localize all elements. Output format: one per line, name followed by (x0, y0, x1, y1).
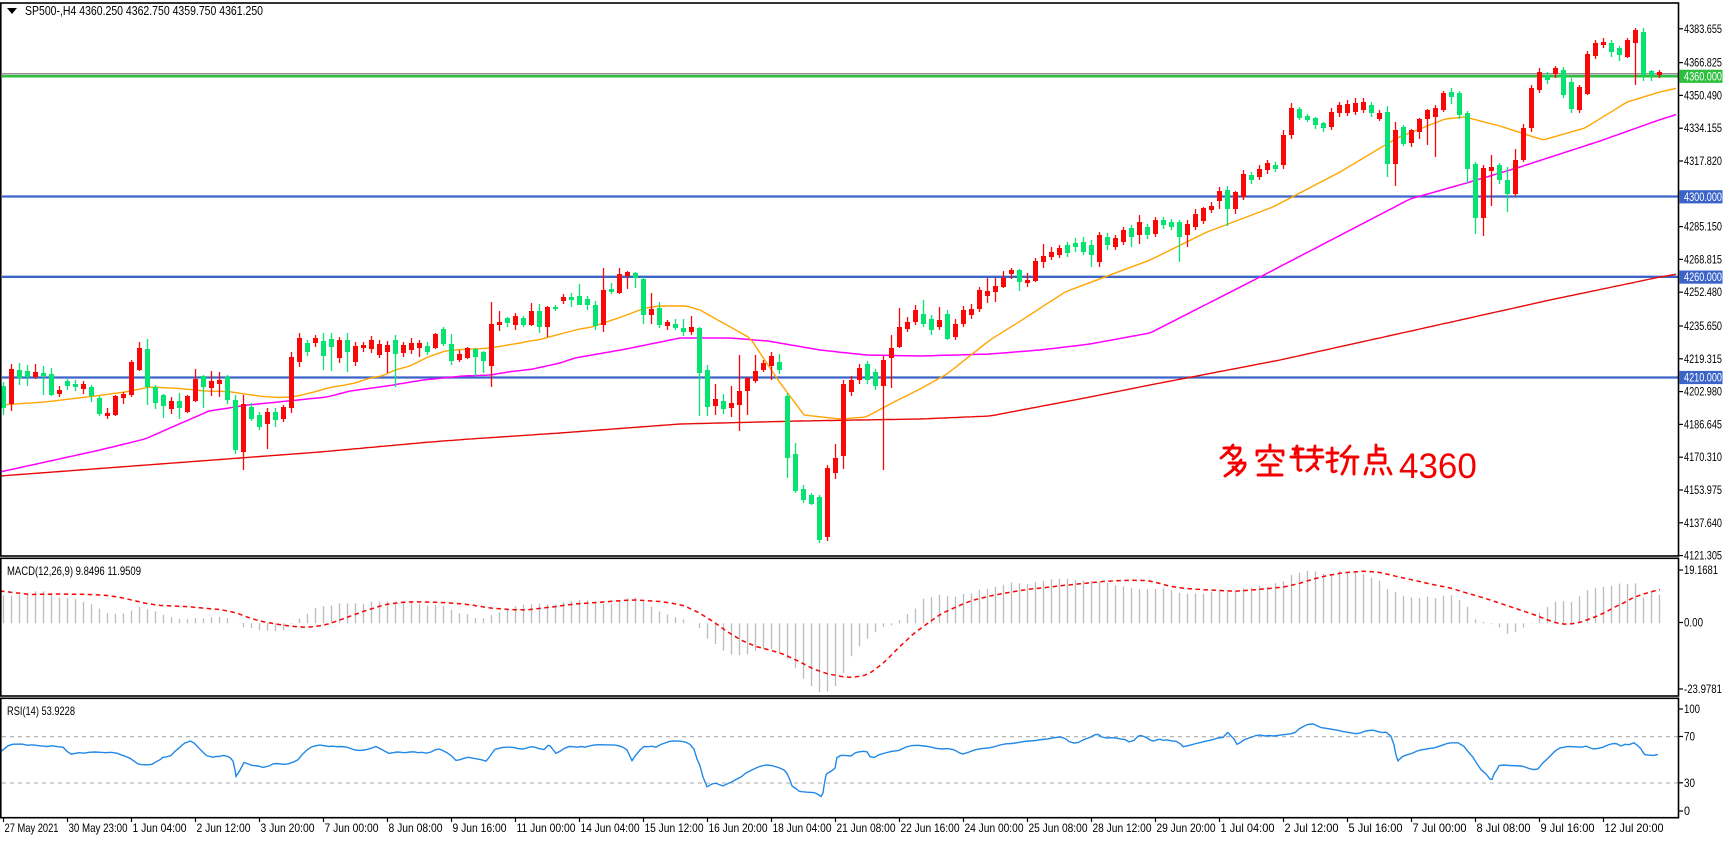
svg-text:1 Jun 04:00: 1 Jun 04:00 (133, 821, 187, 835)
svg-text:100: 100 (1684, 704, 1700, 716)
svg-text:70: 70 (1684, 732, 1695, 744)
svg-text:2 Jun 12:00: 2 Jun 12:00 (197, 821, 251, 835)
svg-text:4360: 4360 (1399, 447, 1477, 486)
svg-text:9 Jun 16:00: 9 Jun 16:00 (453, 821, 507, 835)
svg-text:9 Jul 16:00: 9 Jul 16:00 (1541, 821, 1595, 835)
svg-text:15 Jun 12:00: 15 Jun 12:00 (645, 821, 704, 835)
svg-text:0: 0 (1684, 806, 1690, 818)
svg-text:4317.820: 4317.820 (1684, 156, 1722, 168)
svg-text:2 Jul 12:00: 2 Jul 12:00 (1285, 821, 1339, 835)
svg-text:30: 30 (1684, 778, 1695, 790)
svg-text:0.00: 0.00 (1684, 618, 1703, 630)
svg-text:4334.155: 4334.155 (1684, 123, 1722, 135)
svg-text:4252.480: 4252.480 (1684, 287, 1722, 299)
svg-text:7 Jun 00:00: 7 Jun 00:00 (325, 821, 379, 835)
svg-text:SP500-,H4 4360.250 4362.750 4: SP500-,H4 4360.250 4362.750 4359.750 436… (25, 4, 263, 18)
svg-text:29 Jun 20:00: 29 Jun 20:00 (1157, 821, 1216, 835)
svg-text:4285.150: 4285.150 (1684, 222, 1722, 234)
svg-text:4121.305: 4121.305 (1684, 551, 1722, 563)
svg-text:21 Jun 08:00: 21 Jun 08:00 (837, 821, 896, 835)
svg-text:4137.640: 4137.640 (1684, 518, 1722, 530)
svg-text:4360.000: 4360.000 (1684, 71, 1722, 83)
svg-text:-23.9781: -23.9781 (1684, 684, 1722, 696)
svg-text:27 May 2021: 27 May 2021 (5, 821, 59, 835)
svg-text:14 Jun 04:00: 14 Jun 04:00 (581, 821, 640, 835)
svg-text:5 Jul 16:00: 5 Jul 16:00 (1349, 821, 1403, 835)
svg-text:4170.310: 4170.310 (1684, 452, 1722, 464)
svg-text:7 Jul 00:00: 7 Jul 00:00 (1413, 821, 1467, 835)
svg-text:MACD(12,26,9) 9.8496 11.9509: MACD(12,26,9) 9.8496 11.9509 (7, 564, 141, 578)
svg-text:24 Jun 00:00: 24 Jun 00:00 (965, 821, 1024, 835)
svg-text:4268.815: 4268.815 (1684, 254, 1722, 266)
svg-text:25 Jun 08:00: 25 Jun 08:00 (1029, 821, 1088, 835)
svg-text:4235.650: 4235.650 (1684, 321, 1722, 333)
svg-text:4383.655: 4383.655 (1684, 24, 1722, 36)
svg-text:4260.000: 4260.000 (1684, 272, 1722, 284)
svg-text:4210.000: 4210.000 (1684, 373, 1722, 385)
svg-text:4350.490: 4350.490 (1684, 90, 1722, 102)
svg-text:4366.825: 4366.825 (1684, 58, 1722, 70)
svg-text:4153.975: 4153.975 (1684, 485, 1722, 497)
svg-text:1 Jul 04:00: 1 Jul 04:00 (1221, 821, 1275, 835)
svg-text:19.1681: 19.1681 (1684, 565, 1718, 577)
svg-text:18 Jun 04:00: 18 Jun 04:00 (773, 821, 832, 835)
svg-text:8 Jul 08:00: 8 Jul 08:00 (1477, 821, 1531, 835)
svg-text:11 Jun 00:00: 11 Jun 00:00 (517, 821, 576, 835)
svg-text:30 May 23:00: 30 May 23:00 (69, 821, 128, 835)
svg-text:22 Jun 16:00: 22 Jun 16:00 (901, 821, 960, 835)
svg-text:RSI(14) 53.9228: RSI(14) 53.9228 (7, 704, 75, 718)
svg-text:12 Jul 20:00: 12 Jul 20:00 (1605, 821, 1664, 835)
svg-text:28 Jun 12:00: 28 Jun 12:00 (1093, 821, 1152, 835)
svg-text:16 Jun 20:00: 16 Jun 20:00 (709, 821, 768, 835)
svg-text:4202.980: 4202.980 (1684, 387, 1722, 399)
svg-text:4186.645: 4186.645 (1684, 419, 1722, 431)
svg-text:3 Jun 20:00: 3 Jun 20:00 (261, 821, 315, 835)
svg-text:4219.315: 4219.315 (1684, 354, 1722, 366)
svg-text:8 Jun 08:00: 8 Jun 08:00 (389, 821, 443, 835)
svg-text:4300.000: 4300.000 (1684, 192, 1722, 204)
